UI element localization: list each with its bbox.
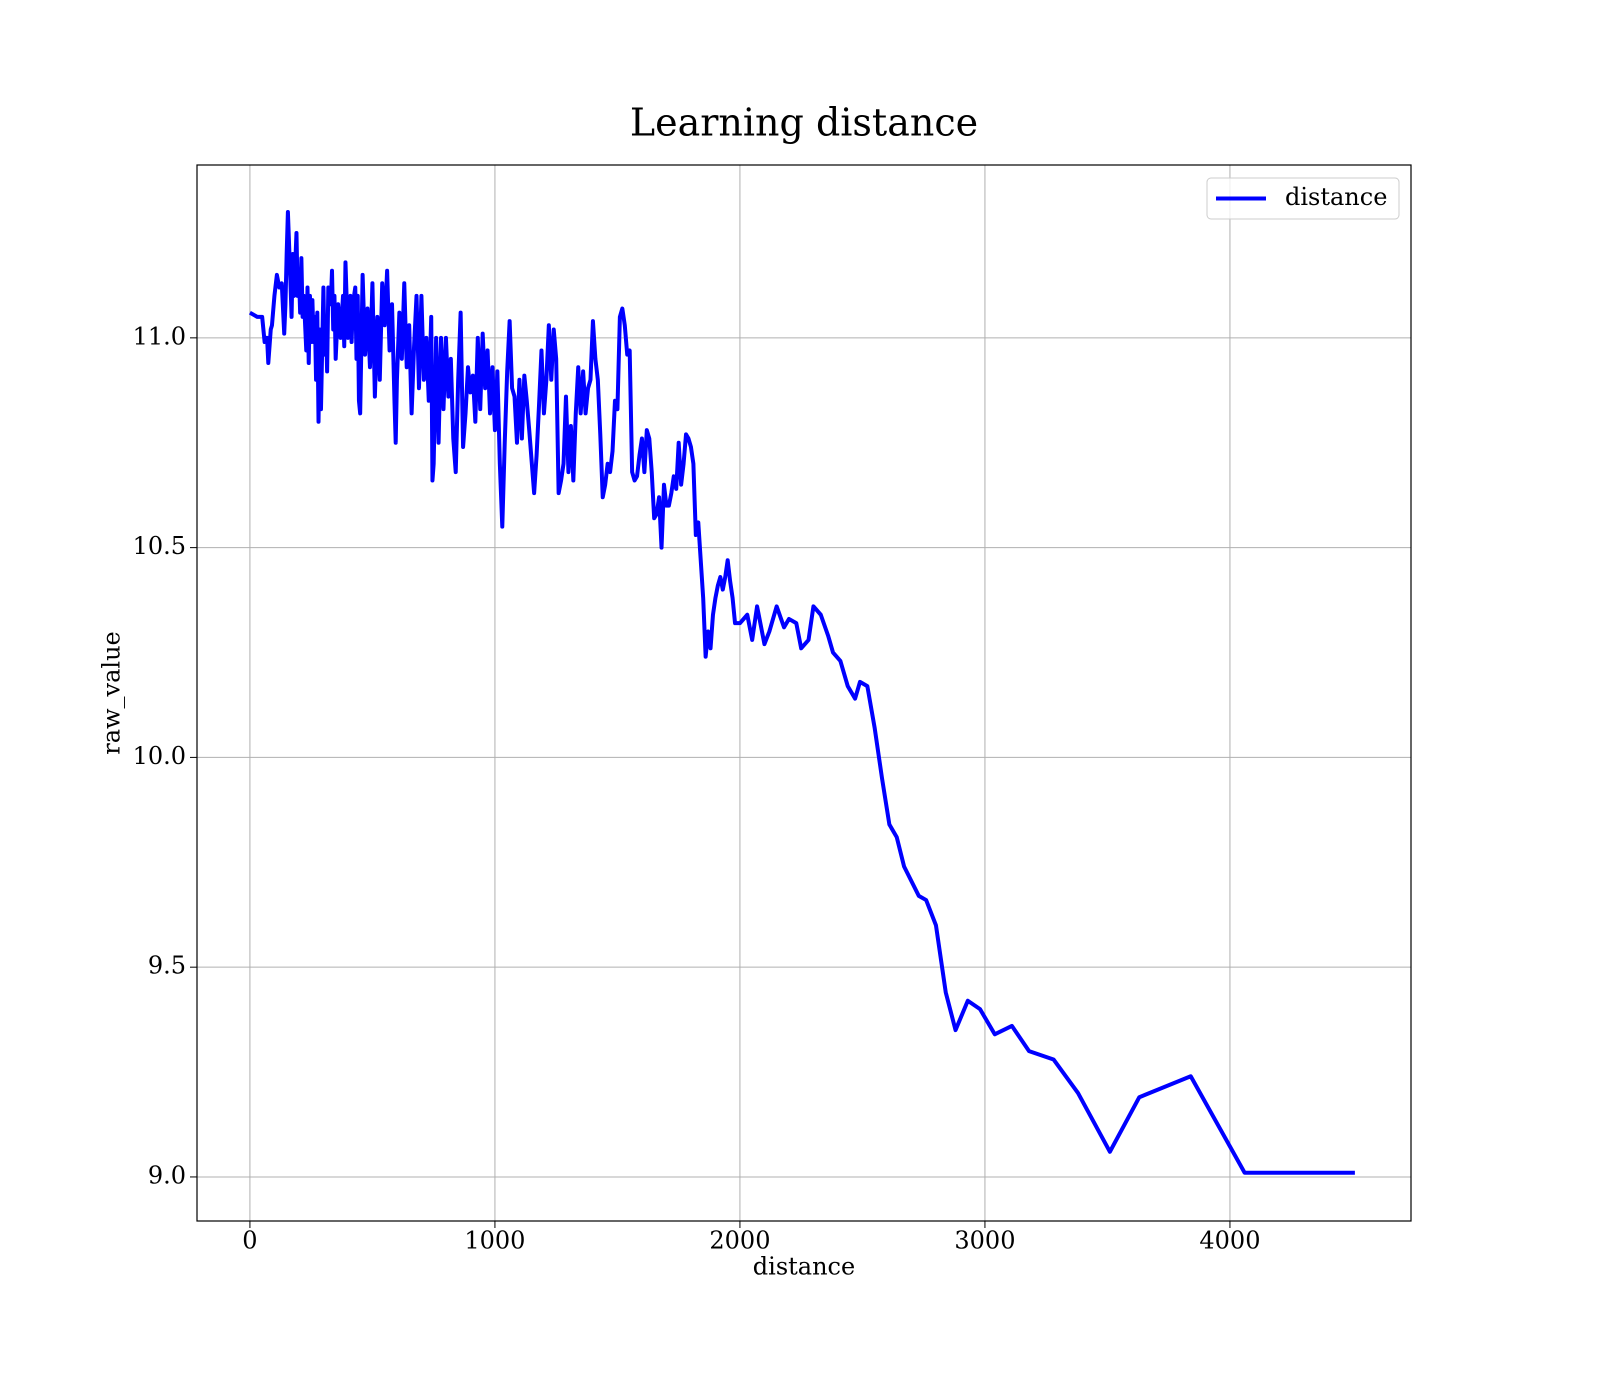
legend-label: distance — [1285, 183, 1387, 211]
plot-frame — [196, 164, 1412, 1222]
y-tick-label: 9.5 — [148, 952, 186, 980]
data-line — [248, 209, 1355, 1175]
legend-box — [1206, 177, 1400, 220]
x-tick-label: 3000 — [954, 1227, 1015, 1255]
y-tick-label: 10.0 — [133, 742, 186, 770]
y-tick-label: 9.0 — [148, 1161, 186, 1189]
x-tick-label: 1000 — [464, 1227, 525, 1255]
chart-title: Learning distance — [630, 101, 978, 145]
x-axis-label: distance — [753, 1253, 855, 1281]
y-tick-label: 10.5 — [133, 532, 186, 560]
y-tick-label: 11.0 — [133, 322, 186, 350]
x-tick-label: 2000 — [709, 1227, 770, 1255]
legend: distance — [1206, 177, 1400, 220]
x-tick-label: 0 — [242, 1227, 257, 1255]
x-tick-label: 4000 — [1199, 1227, 1260, 1255]
y-axis-label: raw_value — [98, 631, 126, 755]
